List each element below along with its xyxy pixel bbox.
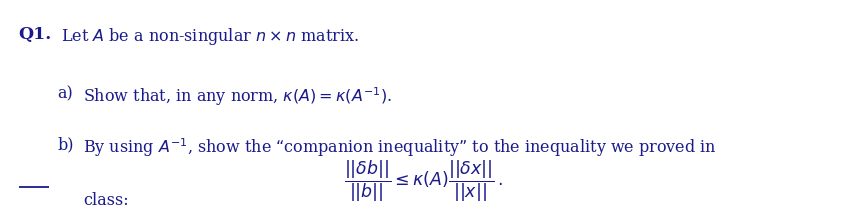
- Text: By using $A^{-1}$, show the “companion inequality” to the inequality we proved i: By using $A^{-1}$, show the “companion i…: [83, 136, 717, 159]
- Text: Show that, in any norm, $\kappa(A) = \kappa(A^{-1})$.: Show that, in any norm, $\kappa(A) = \ka…: [83, 85, 392, 108]
- Text: a): a): [58, 85, 74, 102]
- Text: $\dfrac{||\delta b||}{||b||} \leq \kappa(A)\dfrac{||\delta x||}{||x||}\,.$: $\dfrac{||\delta b||}{||b||} \leq \kappa…: [344, 159, 504, 204]
- Text: class:: class:: [83, 192, 129, 209]
- Text: b): b): [58, 136, 74, 153]
- Text: Let $A$ be a non-singular $n \times n$ matrix.: Let $A$ be a non-singular $n \times n$ m…: [61, 26, 359, 47]
- Text: Q1.: Q1.: [19, 26, 52, 43]
